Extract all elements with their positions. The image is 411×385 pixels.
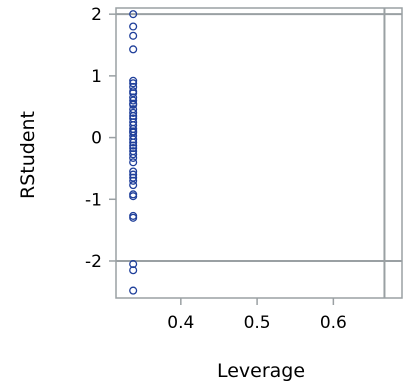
- y-tick-label: -1: [85, 190, 102, 210]
- data-point: [129, 150, 138, 159]
- plot-frame: [115, 7, 403, 299]
- data-point: [129, 99, 138, 108]
- x-axis-label: Leverage: [217, 360, 305, 382]
- y-tick-label: 1: [91, 67, 102, 87]
- data-point: [129, 181, 138, 190]
- data-point: [129, 127, 138, 136]
- y-axis-label: RStudent: [17, 111, 39, 199]
- data-point: [129, 266, 138, 275]
- data-point: [129, 141, 138, 150]
- data-point: [129, 153, 138, 162]
- x-tick-label: 0.6: [320, 313, 347, 333]
- y-tick-label: 0: [91, 129, 102, 149]
- data-point: [129, 31, 138, 40]
- y-tick-label: 2: [91, 5, 102, 25]
- data-point: [129, 176, 138, 185]
- data-point: [129, 79, 138, 88]
- data-point: [129, 87, 138, 96]
- x-tick-label: 0.5: [244, 313, 271, 333]
- x-axis-ticks: 0.4 0.5 0.6: [167, 298, 347, 333]
- data-point: [129, 108, 138, 117]
- data-points: [129, 10, 138, 295]
- y-tick-label: -2: [85, 252, 102, 272]
- data-point: [129, 213, 138, 222]
- reference-lines: [116, 8, 402, 298]
- data-point: [129, 22, 138, 31]
- data-point: [129, 286, 138, 295]
- y-axis-ticks: -2 -1 0 1 2: [85, 5, 116, 272]
- x-tick-label: 0.4: [167, 313, 194, 333]
- plot-area: [115, 7, 403, 299]
- data-point: [129, 192, 138, 201]
- data-point: [129, 10, 138, 19]
- data-point: [129, 45, 138, 54]
- data-point: [129, 138, 138, 147]
- data-point: [129, 96, 138, 105]
- data-point: [129, 158, 138, 167]
